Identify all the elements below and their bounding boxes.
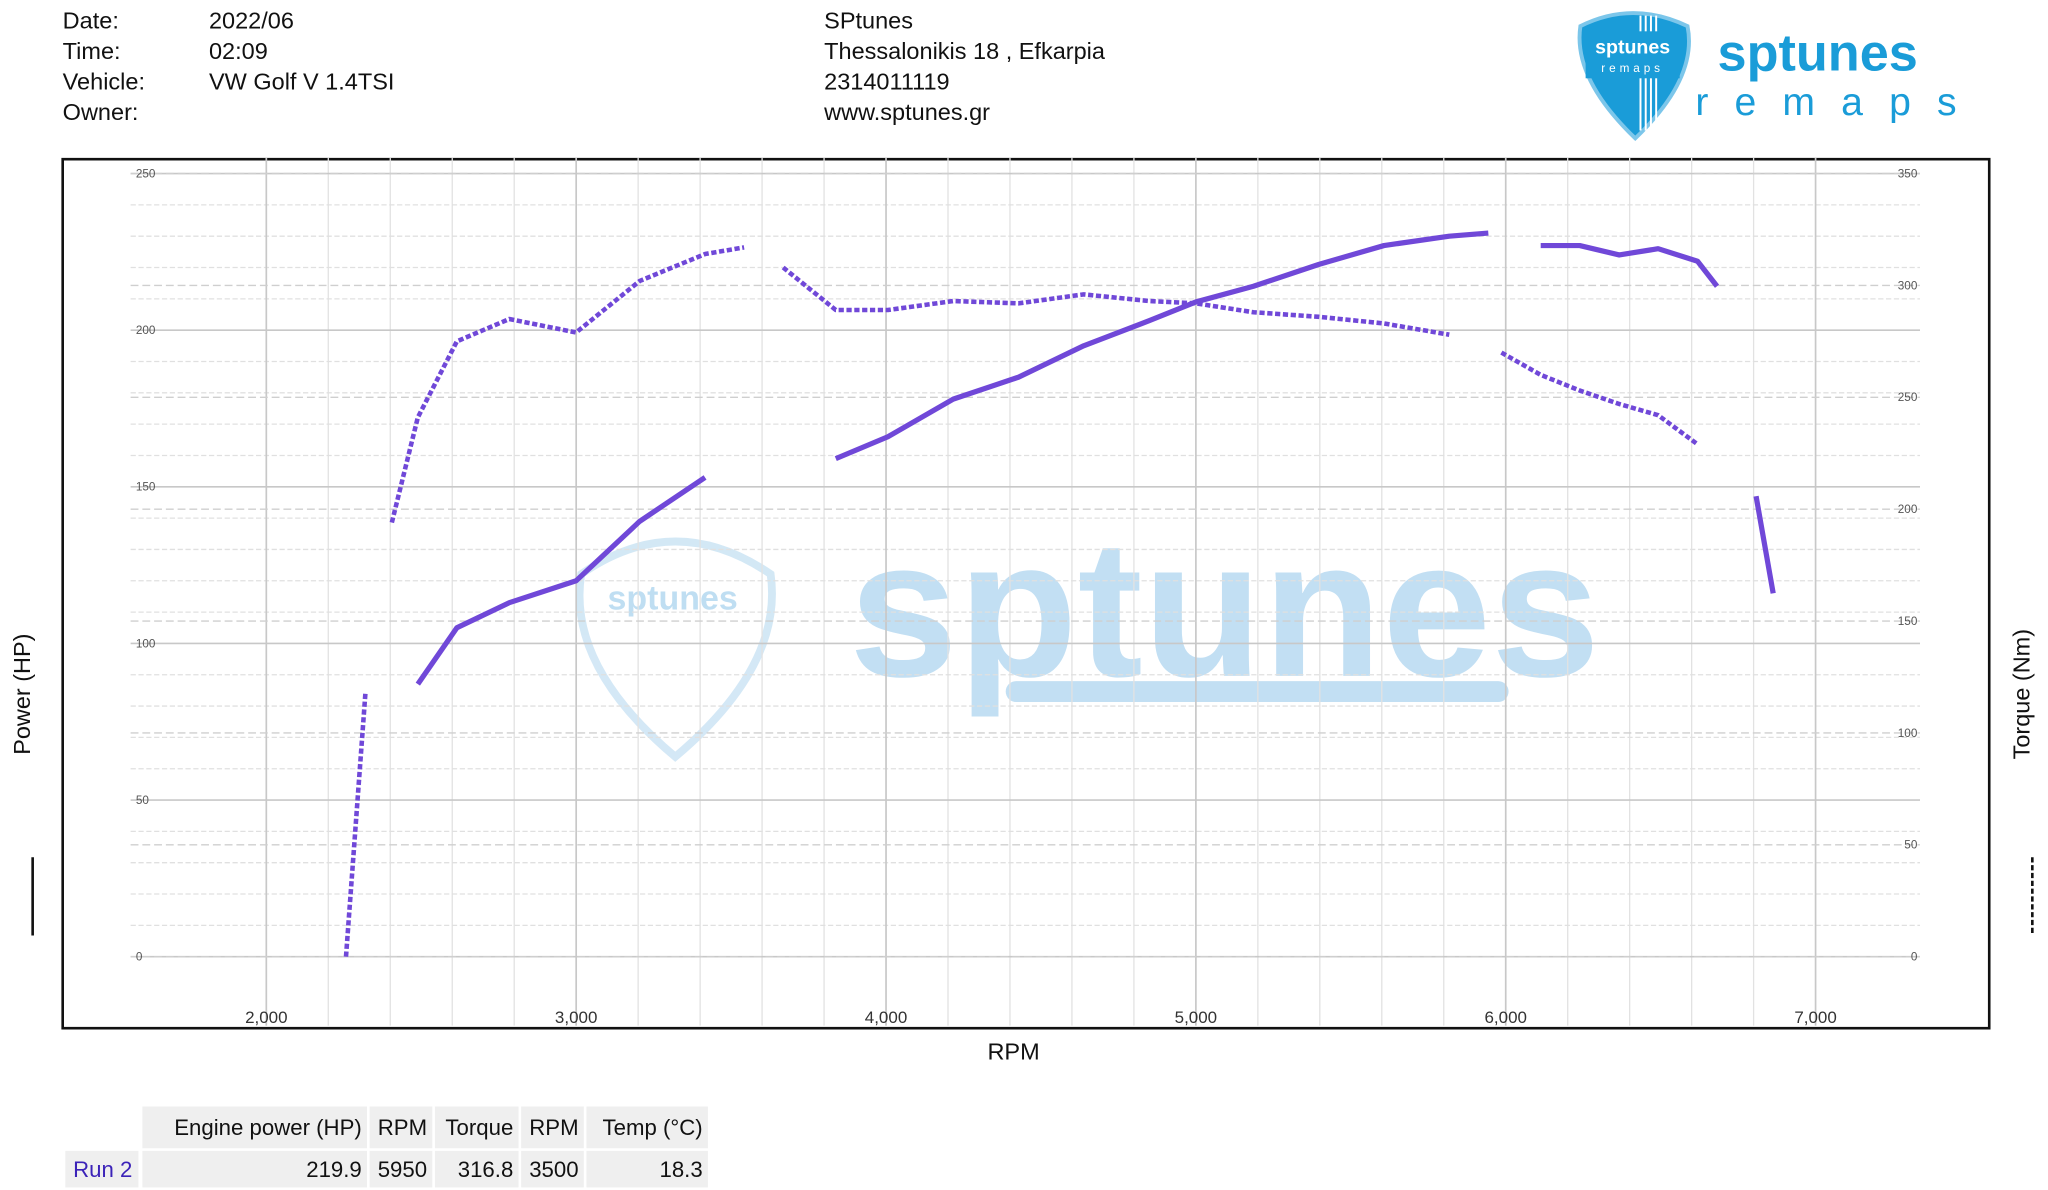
header-cell (434, 1106, 519, 1149)
logo-small-name: sptunes (1595, 37, 1670, 59)
y2-tick-label: 0 (1911, 951, 1918, 964)
field-label: Date: (63, 8, 119, 34)
header-cell (586, 1106, 708, 1149)
field-value: VW Golf V 1.4TSI (209, 69, 394, 95)
watermark-small: sptunes (608, 579, 738, 617)
header-text: RPM (378, 1115, 427, 1140)
field-label: Time: (63, 38, 121, 64)
y-tick-label: 200 (136, 324, 156, 337)
shop-line: 2314011119 (824, 69, 949, 95)
header-text: Temp (°C) (603, 1115, 703, 1140)
row-label-cell (65, 1150, 139, 1188)
header-cell (369, 1106, 433, 1149)
row-label: Run 2 (73, 1157, 132, 1182)
y-axis-label: Power (HP) (9, 634, 35, 755)
cell (434, 1150, 519, 1188)
x-tick-label: 2,000 (245, 1008, 287, 1027)
cell-text: 219.9 (306, 1157, 362, 1182)
shop-line: SPtunes (824, 8, 913, 34)
header-text: Engine power (HP) (174, 1115, 362, 1140)
watermark-underline (1005, 681, 1509, 702)
y2-tick-label: 100 (1898, 727, 1918, 740)
y-tick-label: 250 (136, 167, 156, 180)
logo: sptunes remaps sptunes remaps (1577, 11, 1982, 142)
logo-small-tagline: remaps (1601, 62, 1664, 75)
field-value: 02:09 (209, 38, 268, 64)
shop-line: www.sptunes.gr (823, 99, 990, 125)
shop-line: Thessalonikis 18 , Efkarpia (824, 38, 1106, 64)
marks (346, 230, 1776, 957)
y-tick-label: 50 (136, 794, 150, 807)
field-label: Vehicle: (63, 69, 145, 95)
watermark: sptunes sptunes (575, 500, 1600, 762)
y2-tick-label: 300 (1898, 279, 1918, 292)
cell (142, 1150, 368, 1188)
cell-text: 18.3 (659, 1157, 702, 1182)
header-text: RPM (529, 1115, 578, 1140)
x-tick-label: 3,000 (555, 1008, 597, 1027)
logo-band (1585, 31, 1680, 79)
logo-name: sptunes (1718, 24, 1918, 82)
plot-frame (61, 157, 1991, 1030)
cell-text: 5950 (378, 1157, 427, 1182)
field-label: Owner: (63, 99, 139, 125)
x-axis-label: RPM (987, 1039, 1039, 1065)
cell (521, 1150, 584, 1188)
table: Engine power (HP) RPM Torque RPM Temp (°C) Ru… (65, 1106, 708, 1188)
y2-tick-label: 200 (1898, 503, 1918, 516)
x-tick-label: 6,000 (1484, 1008, 1526, 1027)
y2-tick-label: 150 (1898, 615, 1918, 628)
cell-text: 3500 (529, 1157, 578, 1182)
y2-axis-label: Torque (Nm) (2009, 629, 2035, 759)
field-value: 2022/06 (209, 8, 294, 34)
y-tick-label: 150 (136, 481, 156, 494)
y2-tick-label: 250 (1898, 391, 1918, 404)
cell (369, 1150, 433, 1188)
y2-tick-label: 350 (1898, 167, 1918, 180)
header-cell (521, 1106, 584, 1149)
header-cell (142, 1106, 368, 1149)
y-tick-label: 0 (136, 951, 143, 964)
x-tick-label: 4,000 (865, 1008, 907, 1027)
grid (130, 157, 1920, 1026)
x-tick-label: 7,000 (1794, 1008, 1836, 1027)
series-line (415, 230, 1776, 686)
y-tick-label: 100 (136, 637, 156, 650)
cell (586, 1150, 708, 1188)
watermark-shield (575, 537, 776, 762)
cell-text: 316.8 (458, 1157, 514, 1182)
logo-tagline: remaps (1695, 81, 1982, 124)
y2-tick-label: 50 (1904, 839, 1918, 852)
x-tick-label: 5,000 (1175, 1008, 1217, 1027)
header-text: Torque (445, 1115, 513, 1140)
